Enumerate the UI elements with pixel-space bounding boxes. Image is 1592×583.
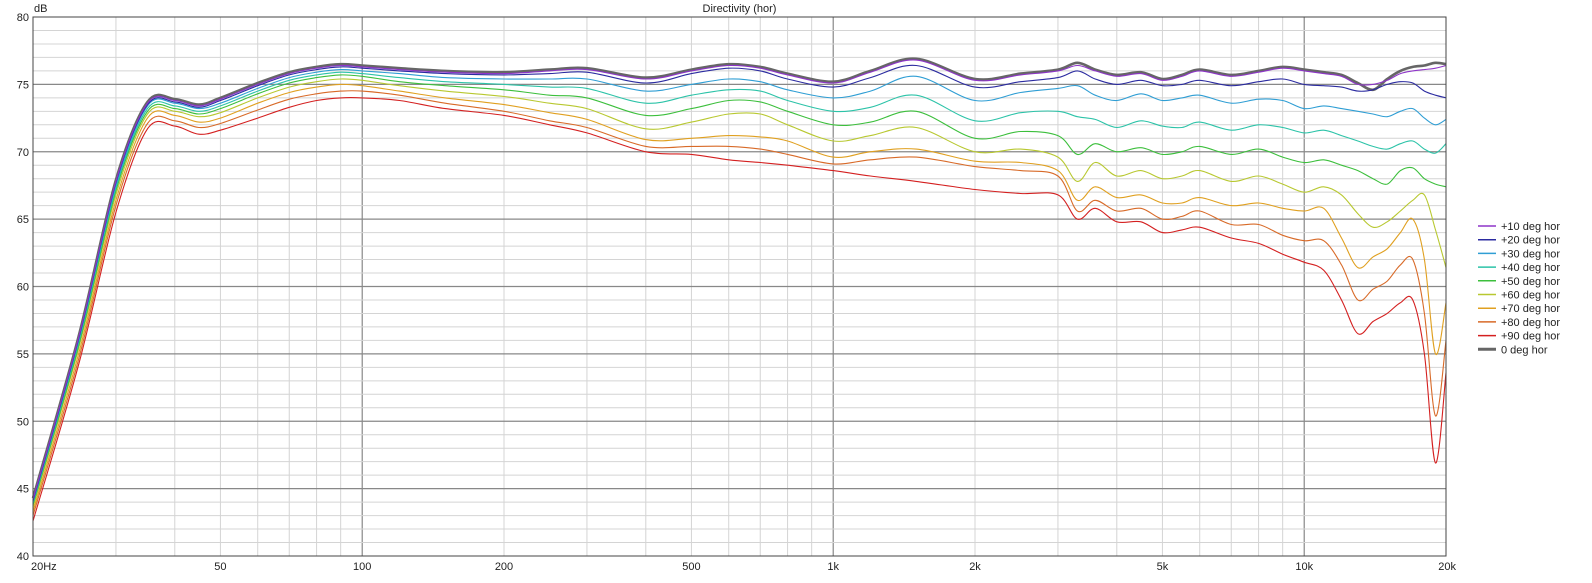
x-tick-label: 5k — [1157, 561, 1169, 573]
chart-legend: +10 deg hor +20 deg hor+30 deg hor +40 deg… — [1478, 221, 1560, 356]
legend-label: +30 deg hor — [1501, 248, 1560, 260]
y-tick-label: 40 — [17, 551, 29, 563]
legend-label: +80 deg hor — [1501, 317, 1560, 329]
x-tick-label: 1k — [827, 561, 839, 573]
x-tick-label: 10k — [1295, 561, 1313, 573]
series-line-80-deg-hor — [32, 90, 1447, 516]
plot-frame — [32, 16, 1447, 557]
x-tick-label: 20k — [1438, 561, 1456, 573]
legend-label: +60 deg hor — [1501, 290, 1560, 302]
x-tick-label: 100 — [353, 561, 371, 573]
x-axis-ticks: 20Hz 50 100 200 500 1k 2k 5k 10k 20k — [31, 561, 1456, 573]
y-axis-label: dB — [34, 3, 47, 15]
y-tick-label: 60 — [17, 282, 29, 294]
legend-label: 0 deg hor — [1501, 344, 1548, 356]
chart-title: Directivity (hor) — [703, 3, 777, 15]
x-tick-label: 500 — [682, 561, 700, 573]
legend-label: +70 deg hor — [1501, 303, 1560, 315]
series-line-10-deg-hor — [32, 59, 1447, 500]
y-tick-label: 70 — [17, 147, 29, 159]
y-axis-ticks: 40 45 50 55 60 65 70 75 80 — [17, 12, 29, 563]
legend-label: +20 deg hor — [1501, 235, 1560, 247]
legend-label: +40 deg hor — [1501, 262, 1560, 274]
series-line-60-deg-hor — [32, 78, 1447, 508]
y-tick-label: 80 — [17, 12, 29, 24]
series-line-90-deg-hor — [32, 96, 1447, 522]
chart-grid — [33, 17, 1446, 556]
y-tick-label: 55 — [17, 349, 29, 361]
series-line-50-deg-hor — [32, 74, 1447, 505]
y-tick-label: 45 — [17, 484, 29, 496]
series-line-20-deg-hor — [32, 64, 1447, 501]
series-line-0-deg-hor — [31, 57, 1447, 499]
series-line-40-deg-hor — [32, 71, 1447, 504]
x-tick-label: 50 — [214, 561, 226, 573]
x-tick-label: 2k — [969, 561, 981, 573]
legend-label: +90 deg hor — [1501, 331, 1560, 343]
series-line-30-deg-hor — [32, 68, 1447, 503]
y-tick-label: 75 — [17, 79, 29, 91]
series-line-70-deg-hor — [32, 83, 1447, 512]
x-tick-label: 20Hz — [31, 561, 57, 573]
legend-label: +50 deg hor — [1501, 276, 1560, 288]
y-tick-label: 50 — [17, 416, 29, 428]
legend-label: +10 deg hor — [1501, 221, 1560, 233]
x-tick-label: 200 — [495, 561, 513, 573]
chart-series-lines — [31, 57, 1447, 522]
y-tick-label: 65 — [17, 214, 29, 226]
